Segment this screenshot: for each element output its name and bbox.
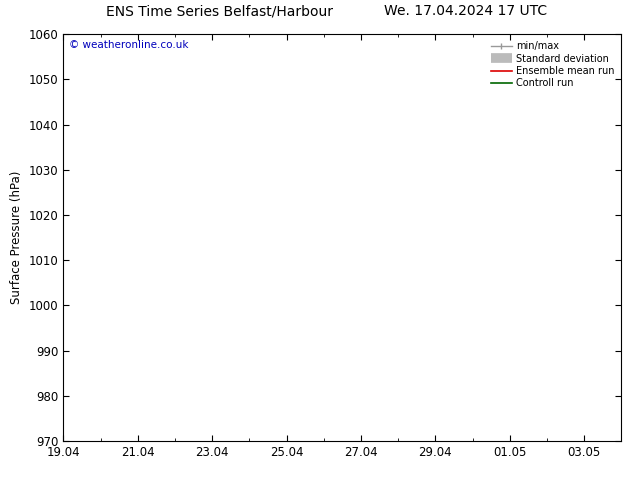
Text: © weatheronline.co.uk: © weatheronline.co.uk xyxy=(69,40,188,50)
Text: We. 17.04.2024 17 UTC: We. 17.04.2024 17 UTC xyxy=(384,4,547,18)
Text: ENS Time Series Belfast/Harbour: ENS Time Series Belfast/Harbour xyxy=(106,4,333,18)
Legend: min/max, Standard deviation, Ensemble mean run, Controll run: min/max, Standard deviation, Ensemble me… xyxy=(489,39,616,90)
Y-axis label: Surface Pressure (hPa): Surface Pressure (hPa) xyxy=(10,171,23,304)
